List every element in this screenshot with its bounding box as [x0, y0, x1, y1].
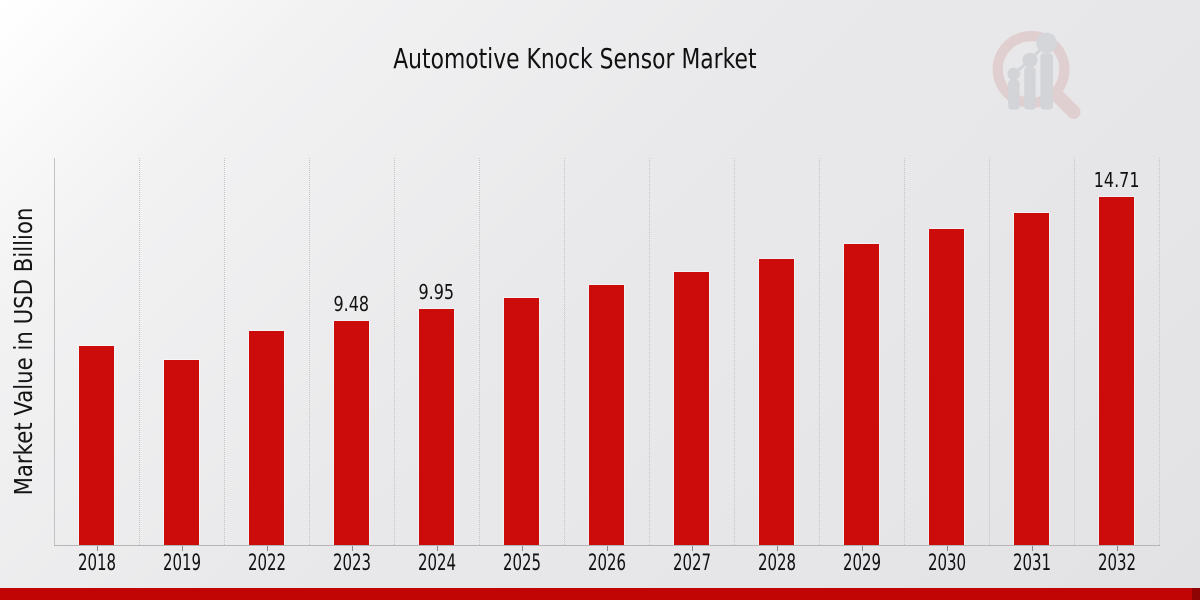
x-tick-label-2023: 2023 [309, 551, 394, 576]
bar-value-label-2032: 14.71 [1074, 168, 1159, 192]
gridline [309, 158, 310, 545]
bar-2027 [674, 272, 709, 545]
x-axis-tick [606, 546, 608, 551]
bar-2026 [589, 285, 624, 545]
x-tick-label-2025: 2025 [479, 551, 564, 576]
gridline [1074, 158, 1075, 545]
y-axis-line [54, 158, 55, 545]
x-tick-label-text: 2019 [162, 551, 201, 576]
x-tick-label-text: 2027 [672, 551, 711, 576]
gridline [1159, 158, 1160, 545]
bar-value-text: 9.48 [333, 292, 370, 316]
x-axis-tick [691, 546, 693, 551]
bar-2025 [504, 298, 539, 545]
x-tick-label-text: 2025 [502, 551, 541, 576]
gridline [564, 158, 565, 545]
x-axis-tick [521, 546, 523, 551]
chart-title-text: Automotive Knock Sensor Market [393, 42, 757, 75]
bar-value-label-2023: 9.48 [309, 292, 394, 316]
logo-bar-medium-icon [1024, 67, 1036, 110]
gridline [479, 158, 480, 545]
x-tick-label-text: 2018 [77, 551, 116, 576]
bar-2018 [79, 346, 114, 545]
x-tick-label-2018: 2018 [54, 551, 139, 576]
logo-dot-medium-icon [1022, 52, 1038, 68]
bar-2032 [1099, 197, 1134, 545]
footer-banner [0, 588, 1200, 600]
magnifier-bar-chart-logo [992, 30, 1081, 119]
x-tick-label-2019: 2019 [139, 551, 224, 576]
x-tick-label-text: 2024 [417, 551, 456, 576]
logo-dot-small-icon [1007, 67, 1021, 81]
x-tick-label-2026: 2026 [564, 551, 649, 576]
x-tick-label-2028: 2028 [734, 551, 819, 576]
x-tick-label-2029: 2029 [819, 551, 904, 576]
x-axis-tick [96, 546, 98, 551]
bar-2019 [164, 360, 199, 545]
x-tick-label-text: 2032 [1097, 551, 1136, 576]
x-tick-label-2030: 2030 [904, 551, 989, 576]
x-axis-tick [351, 546, 353, 551]
x-tick-label-text: 2031 [1012, 551, 1051, 576]
x-axis-tick [946, 546, 948, 551]
x-tick-label-text: 2022 [247, 551, 286, 576]
gridline [394, 158, 395, 545]
gridline [904, 158, 905, 545]
gridline [649, 158, 650, 545]
x-axis-tick [181, 546, 183, 551]
x-tick-label-text: 2030 [927, 551, 966, 576]
y-axis-label-text: Market Value in USD Billion [8, 207, 38, 496]
bar-2023 [334, 321, 369, 545]
x-tick-label-2032: 2032 [1074, 551, 1159, 576]
logo-bar-large-icon [1040, 53, 1053, 110]
x-tick-label-text: 2028 [757, 551, 796, 576]
x-tick-label-text: 2029 [842, 551, 881, 576]
bar-value-label-2024: 9.95 [394, 280, 479, 304]
x-tick-label-text: 2026 [587, 551, 626, 576]
gridline [139, 158, 140, 545]
x-axis-tick [1031, 546, 1033, 551]
logo-bar-small-icon [1008, 79, 1020, 110]
plot-area: 9.48 9.95 14.71 [54, 158, 1160, 545]
bar-2029 [844, 244, 879, 545]
bar-2031 [1014, 213, 1049, 545]
x-tick-label-2031: 2031 [989, 551, 1074, 576]
magnifier-handle-icon [1050, 88, 1081, 119]
gridline [819, 158, 820, 545]
bar-2028 [759, 259, 794, 545]
footer-banner-dark-segment [1192, 588, 1200, 600]
x-axis-line [54, 545, 1160, 546]
bar-value-text: 14.71 [1093, 168, 1140, 192]
bar-2024 [419, 309, 454, 545]
gridline [734, 158, 735, 545]
x-axis-tick [1116, 546, 1118, 551]
chart-title: Automotive Knock Sensor Market [0, 42, 1150, 75]
x-tick-label-2024: 2024 [394, 551, 479, 576]
x-tick-label-text: 2023 [332, 551, 371, 576]
x-axis-tick [776, 546, 778, 551]
x-axis-tick [861, 546, 863, 551]
x-tick-label-2027: 2027 [649, 551, 734, 576]
x-tick-label-2022: 2022 [224, 551, 309, 576]
gridline [989, 158, 990, 545]
x-axis-tick [436, 546, 438, 551]
bar-2030 [929, 229, 964, 545]
logo-dot-large-icon [1036, 32, 1057, 54]
gridline [224, 158, 225, 545]
bar-2022 [249, 331, 284, 545]
bar-value-text: 9.95 [418, 280, 455, 304]
x-axis-tick [266, 546, 268, 551]
y-axis-label: Market Value in USD Billion [0, 158, 46, 545]
